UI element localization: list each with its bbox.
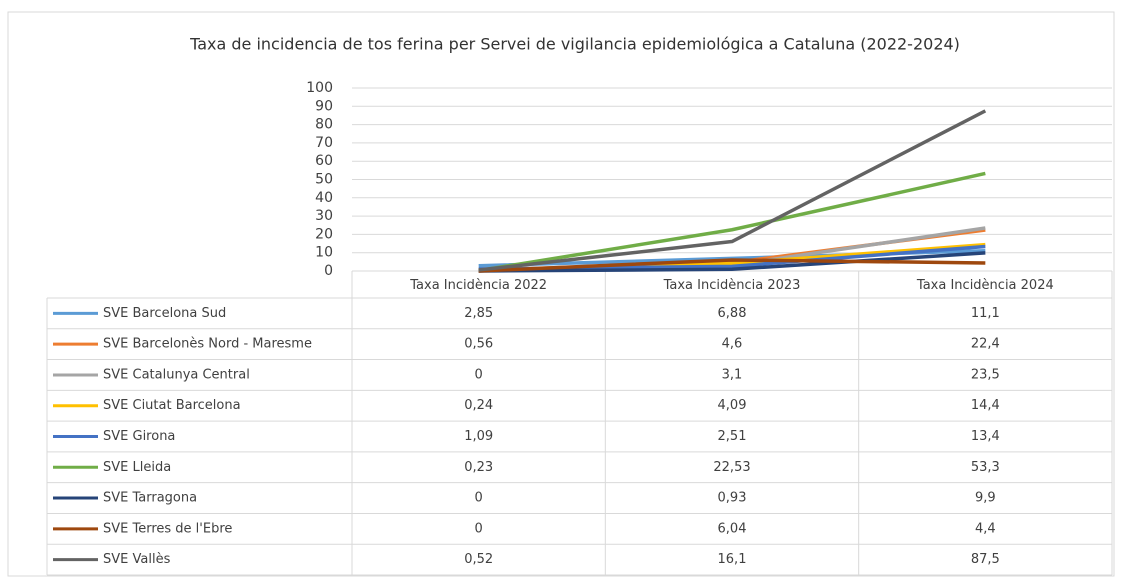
table-cell: 6,04 [718, 521, 747, 536]
legend-label: SVE Girona [103, 429, 175, 444]
y-tick-label: 90 [315, 98, 333, 114]
y-tick-label: 100 [306, 80, 333, 96]
x-tick-label: Taxa Incidència 2022 [409, 278, 547, 293]
table-cell: 4,4 [975, 521, 996, 536]
table-cell: 0 [475, 521, 483, 536]
table-cell: 53,3 [971, 460, 1000, 475]
legend-label: SVE Barcelonès Nord - Maresme [103, 337, 312, 352]
y-tick-label: 50 [315, 172, 333, 188]
legend-label: SVE Vallès [103, 552, 171, 567]
series-line [478, 251, 986, 273]
table-cell: 3,1 [722, 367, 743, 382]
legend-label: SVE Barcelona Sud [103, 306, 226, 321]
x-tick-label: Taxa Incidència 2023 [663, 278, 801, 293]
chart-title: Taxa de incidencia de tos ferina per Ser… [189, 35, 960, 54]
y-tick-label: 20 [315, 226, 333, 242]
table-cell: 87,5 [971, 552, 1000, 567]
table-cell: 22,53 [713, 460, 750, 475]
table-cell: 0,23 [464, 460, 493, 475]
series-line [478, 171, 986, 273]
table-cell: 16,1 [718, 552, 747, 567]
table-cell: 14,4 [971, 398, 1000, 413]
table-cell: 0,52 [464, 552, 493, 567]
y-tick-label: 80 [315, 117, 333, 133]
table-cell: 0 [475, 491, 483, 506]
series-line [478, 258, 986, 273]
table-cell: 0,56 [464, 337, 493, 352]
y-tick-label: 60 [315, 153, 333, 169]
series-line [478, 109, 987, 272]
table-cell: 6,88 [718, 306, 747, 321]
legend-label: SVE Tarragona [103, 491, 197, 506]
table-cell: 0 [475, 367, 483, 382]
table-cell: 23,5 [971, 367, 1000, 382]
y-tick-label: 70 [315, 135, 333, 151]
table-cell: 13,4 [971, 429, 1000, 444]
table-cell: 1,09 [464, 429, 493, 444]
table-cell: 2,85 [464, 306, 493, 321]
legend-label: SVE Catalunya Central [103, 367, 250, 382]
table-cell: 0,24 [464, 398, 493, 413]
table-cell: 0,93 [718, 491, 747, 506]
y-tick-label: 40 [315, 190, 333, 206]
y-tick-label: 30 [315, 208, 333, 224]
table-cell: 22,4 [971, 337, 1000, 352]
legend-label: SVE Lleida [103, 460, 171, 475]
y-tick-label: 10 [315, 245, 333, 261]
table-cell: 9,9 [975, 491, 996, 506]
table-cell: 2,51 [718, 429, 747, 444]
y-tick-label: 0 [324, 263, 333, 279]
legend-label: SVE Ciutat Barcelona [103, 398, 241, 413]
legend-label: SVE Terres de l'Ebre [103, 521, 232, 536]
x-tick-label: Taxa Incidència 2024 [916, 278, 1054, 293]
table-cell: 4,09 [718, 398, 747, 413]
table-cell: 4,6 [722, 337, 743, 352]
table-cell: 11,1 [971, 306, 1000, 321]
